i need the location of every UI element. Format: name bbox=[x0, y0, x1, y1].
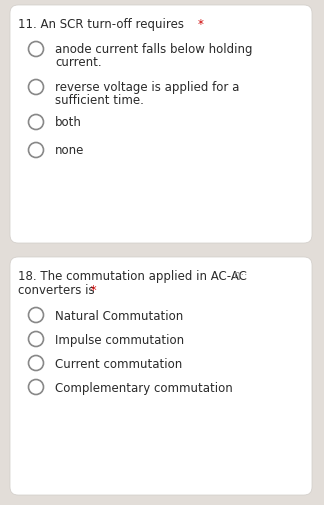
Text: Impulse commutation: Impulse commutation bbox=[55, 333, 184, 346]
Text: sufficient time.: sufficient time. bbox=[55, 94, 144, 107]
Text: *: * bbox=[87, 283, 97, 296]
Text: Current commutation: Current commutation bbox=[55, 358, 182, 370]
Circle shape bbox=[29, 80, 43, 95]
Circle shape bbox=[29, 42, 43, 58]
FancyBboxPatch shape bbox=[10, 258, 312, 495]
Text: Natural Commutation: Natural Commutation bbox=[55, 310, 183, 322]
Text: η··: η·· bbox=[234, 270, 248, 279]
Text: 18. The commutation applied in AC-AC: 18. The commutation applied in AC-AC bbox=[18, 270, 247, 282]
Text: current.: current. bbox=[55, 56, 102, 69]
Circle shape bbox=[29, 115, 43, 130]
Text: 11. An SCR turn-off requires: 11. An SCR turn-off requires bbox=[18, 18, 184, 31]
FancyBboxPatch shape bbox=[10, 6, 312, 243]
Circle shape bbox=[29, 143, 43, 158]
Text: anode current falls below holding: anode current falls below holding bbox=[55, 43, 252, 56]
Circle shape bbox=[29, 308, 43, 323]
Text: reverse voltage is applied for a: reverse voltage is applied for a bbox=[55, 81, 239, 94]
Text: both: both bbox=[55, 116, 82, 129]
Circle shape bbox=[29, 356, 43, 371]
Text: converters is: converters is bbox=[18, 283, 95, 296]
Text: none: none bbox=[55, 144, 84, 157]
Text: Complementary commutation: Complementary commutation bbox=[55, 381, 233, 394]
Text: *: * bbox=[198, 18, 204, 31]
Circle shape bbox=[29, 332, 43, 347]
Circle shape bbox=[29, 380, 43, 395]
